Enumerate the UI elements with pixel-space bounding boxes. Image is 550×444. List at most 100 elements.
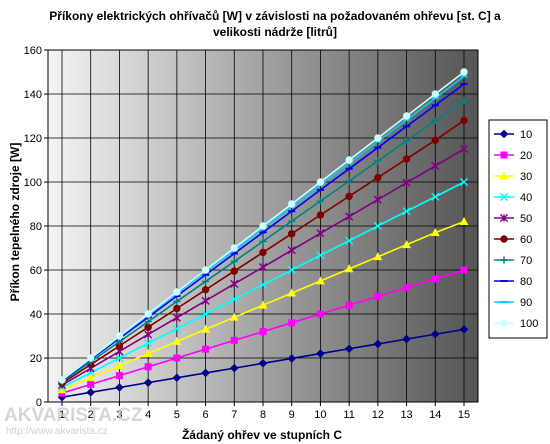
data-point [403, 284, 411, 292]
legend-marker [499, 192, 509, 202]
x-tick-label: 8 [260, 409, 266, 421]
legend-marker [499, 213, 509, 223]
series-70 [58, 97, 468, 386]
data-point [460, 97, 468, 105]
legend-label: 10 [520, 129, 532, 141]
x-tick-label: 3 [116, 409, 122, 421]
data-point [144, 339, 153, 348]
legend-entry-40: 40 [494, 192, 532, 204]
data-point [229, 312, 239, 321]
plot-frame [47, 49, 479, 403]
legend-box [488, 119, 548, 339]
legend-label: 70 [520, 255, 532, 267]
data-point [259, 237, 267, 245]
data-point [115, 383, 124, 392]
legend-marker [500, 151, 508, 159]
data-point [144, 318, 152, 326]
data-point [315, 276, 325, 285]
data-point [431, 117, 439, 125]
data-point [402, 155, 411, 163]
legend-entry-50: 50 [494, 213, 532, 225]
data-point [345, 236, 354, 245]
y-tick-label: 140 [24, 89, 42, 101]
data-point [115, 332, 124, 340]
data-point [288, 217, 296, 225]
data-point [459, 177, 469, 187]
data-point [115, 353, 124, 363]
x-tick-label: 13 [400, 409, 412, 421]
data-point [258, 280, 268, 289]
data-point [201, 296, 210, 305]
legend: 10 20 30 40 50 60 70 80 90 100 [488, 119, 548, 339]
data-point [459, 325, 469, 334]
legend-label: 80 [520, 276, 532, 288]
data-point [230, 244, 238, 252]
data-point [230, 295, 239, 304]
data-point [402, 137, 411, 145]
data-point [373, 252, 383, 261]
legend-marker [500, 319, 508, 327]
data-point [87, 354, 95, 362]
x-tick-label: 15 [458, 409, 470, 421]
data-point [173, 354, 181, 362]
data-point [316, 310, 324, 318]
y-axis-label: Příkon tepelného zdroje [W] [8, 143, 22, 302]
data-point [201, 286, 210, 294]
legend-entry-70: 70 [494, 255, 532, 267]
data-point [345, 156, 353, 164]
series-20 [58, 266, 468, 397]
data-point [230, 279, 239, 288]
data-point [144, 363, 152, 371]
data-point [87, 380, 95, 388]
legend-entry-90: 90 [494, 297, 532, 309]
legend-label: 30 [520, 171, 532, 183]
x-tick-label: 5 [174, 409, 180, 421]
data-point [259, 222, 267, 230]
series-60 [58, 116, 468, 387]
data-point [143, 378, 153, 387]
x-tick-label: 10 [314, 409, 326, 421]
legend-entry-30: 30 [494, 171, 532, 183]
data-point [459, 216, 469, 225]
data-point [316, 211, 325, 219]
x-tick-label: 1 [59, 409, 65, 421]
data-point [430, 227, 440, 236]
data-point [345, 301, 353, 309]
data-point [201, 324, 211, 333]
x-tick-label: 9 [289, 409, 295, 421]
data-point [86, 373, 96, 382]
data-point [345, 192, 353, 201]
watermark-brand: AKVARISTA.CZ [4, 405, 143, 426]
x-tick-label: 4 [145, 409, 151, 421]
legend-marker [499, 129, 509, 139]
data-point [259, 328, 267, 336]
data-point [288, 200, 296, 208]
data-point [402, 112, 411, 120]
data-point [374, 173, 382, 182]
data-point [201, 277, 210, 286]
data-point [172, 336, 182, 345]
data-point [402, 240, 412, 249]
data-point [86, 388, 96, 397]
data-point [344, 264, 354, 273]
data-point [259, 248, 267, 257]
y-tick-label: 40 [30, 309, 42, 321]
y-tick-label: 100 [24, 177, 42, 189]
legend-marker [500, 235, 508, 243]
y-tick-label: 160 [24, 45, 42, 57]
legend-entry-20: 20 [494, 150, 532, 162]
data-point [115, 372, 123, 380]
legend-entry-100: 100 [494, 318, 538, 330]
data-point [460, 116, 468, 125]
data-point [288, 230, 296, 238]
data-point [316, 178, 325, 186]
series-100 [58, 68, 468, 384]
x-tick-label: 12 [372, 409, 384, 421]
data-point [460, 68, 468, 76]
y-tick-label: 0 [36, 397, 42, 409]
data-point [173, 304, 181, 313]
data-point [287, 246, 296, 255]
data-point [431, 90, 439, 98]
